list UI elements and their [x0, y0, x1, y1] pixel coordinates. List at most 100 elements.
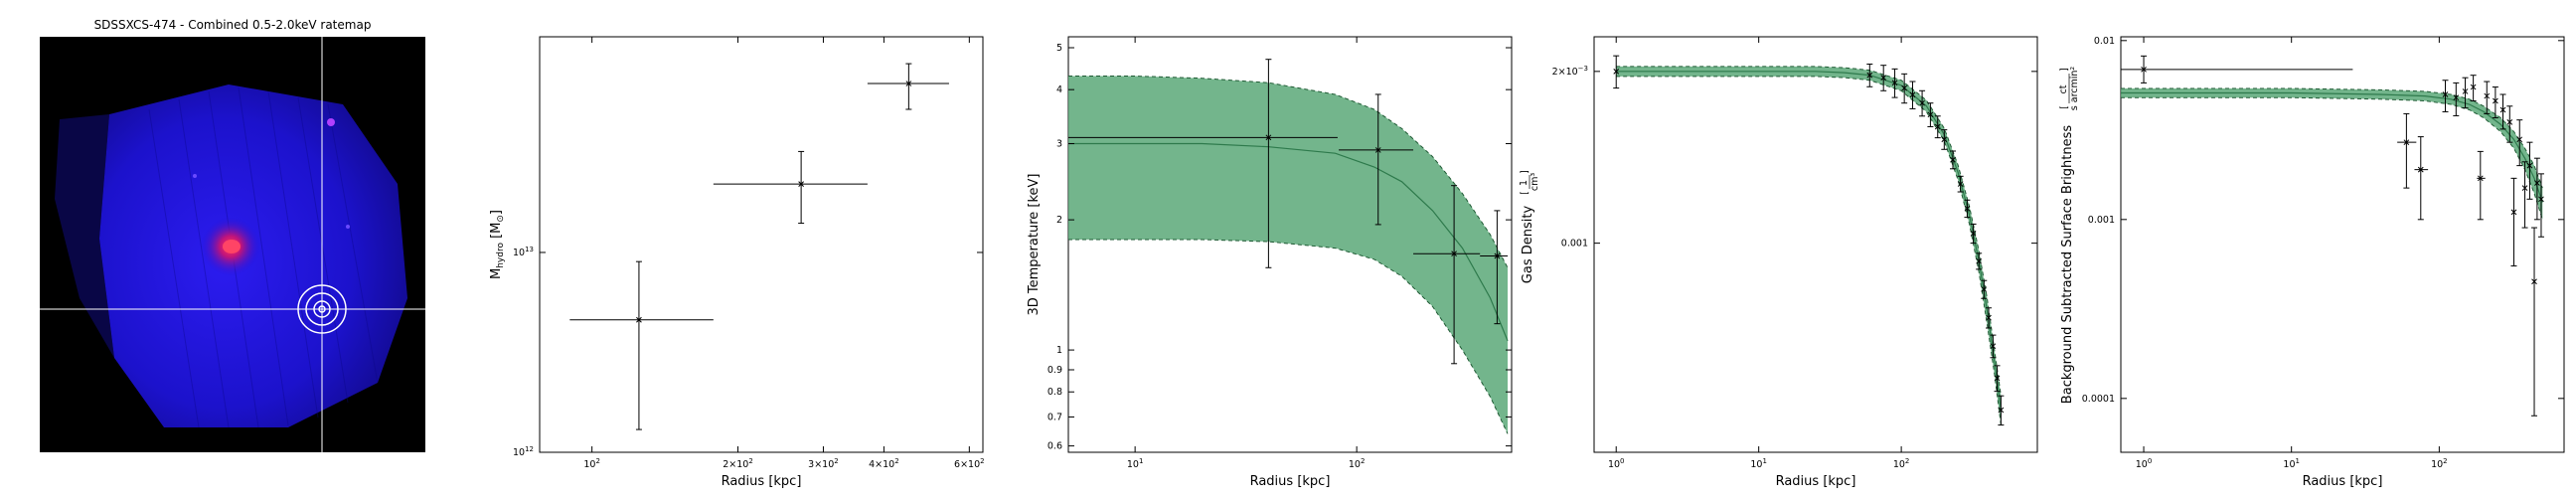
x-tick-label: 100: [2136, 457, 2153, 470]
model-band-lower-edge: [1068, 239, 1509, 434]
cluster-core: [223, 240, 241, 253]
axis-ticks: 100 101 102 0.001 2×10−3: [1552, 37, 2037, 470]
data-point: [1970, 223, 1977, 245]
model-band: [1616, 66, 2002, 425]
x-axis-label: Radius [kpc]: [722, 474, 802, 489]
data-point: [1950, 150, 1957, 170]
point-source: [193, 174, 197, 178]
data-points: [1068, 59, 1509, 365]
x-tick-label: 3×102: [808, 457, 839, 470]
point-marker: [2499, 106, 2506, 113]
axis-ticks: 102 2×102 3×102 4×102 6×102 1012 1013: [513, 37, 985, 470]
point-marker: [2141, 66, 2147, 73]
point-marker: [2477, 175, 2484, 182]
gas-density-chart: 100 101 102 0.001 2×10−3 Radius [kpc] Gas De…: [1519, 36, 2038, 489]
point-marker: [1909, 91, 1916, 98]
point-marker: [636, 316, 642, 323]
x-tick-label: 2×102: [723, 457, 753, 470]
x-axis-label: Radius [kpc]: [2303, 474, 2383, 489]
data-point: [2499, 93, 2506, 130]
y-unit-denominator: s arcmin²: [2069, 67, 2080, 111]
data-point: [1909, 81, 1916, 109]
axis-ticks: 101 102 0.6 0.7 0.8 0.9 1 2 3 4 5: [1047, 37, 1512, 470]
x-axis-label: Radius [kpc]: [1250, 474, 1331, 489]
point-marker: [1613, 68, 1620, 75]
model-band-upper-edge: [1616, 66, 2002, 397]
point-marker: [1994, 375, 2001, 382]
data-point: [2453, 82, 2460, 116]
point-source: [327, 118, 335, 126]
model-curve: [1068, 142, 1509, 342]
point-marker: [2510, 209, 2517, 216]
point-marker: [1891, 80, 1898, 86]
point-marker: [1934, 123, 1941, 130]
point-marker: [1927, 111, 1934, 118]
model-band-upper-edge: [2121, 87, 2543, 189]
data-point: [1927, 102, 1934, 127]
y-axis-label: 3D Temperature [keV]: [1027, 174, 1042, 316]
data-point: [2537, 173, 2544, 238]
point-marker: [1950, 156, 1956, 163]
y-unit-bracket: ]: [1520, 170, 1530, 174]
data-point: [1613, 55, 1620, 89]
y-tick-label: 1013: [513, 246, 534, 258]
model-band-lower-edge: [1616, 76, 2002, 425]
data-point: [1891, 68, 1898, 98]
y-tick-label: 0.7: [1047, 412, 1062, 422]
point-marker: [1265, 134, 1272, 141]
y-axis-label: Background Subtracted Surface Brightness: [2060, 125, 2075, 405]
data-point: [1998, 395, 2005, 426]
data-point: [2414, 136, 2429, 221]
temperature-chart: 101 102 0.6 0.7 0.8 0.9 1 2 3 4 5 Radius [kpc] 3D …: [1027, 36, 1513, 489]
data-point: [713, 150, 868, 225]
point-marker: [2534, 180, 2540, 186]
x-tick-label: 101: [2283, 457, 2300, 470]
data-point: [1068, 59, 1338, 268]
model-uncertainty-band: [1616, 66, 2002, 425]
point-marker: [1866, 72, 1873, 79]
data-point: [1901, 73, 1908, 104]
data-point: [2521, 161, 2528, 229]
y-tick-label: 0.001: [1561, 239, 1588, 250]
point-marker: [2516, 136, 2523, 143]
point-marker: [2453, 94, 2460, 101]
point-marker: [1957, 181, 1964, 187]
plot-frame: [1593, 36, 2038, 453]
point-marker: [1986, 314, 1992, 321]
data-points: [1613, 55, 2005, 426]
data-point: [2526, 141, 2533, 200]
y-unit-bracket: [: [2059, 105, 2070, 109]
point-marker: [1919, 99, 1925, 106]
data-point: [1880, 65, 1887, 91]
data-point: [1941, 129, 1948, 150]
y-tick-label: 0.01: [2094, 36, 2115, 47]
point-marker: [1976, 257, 1983, 264]
point-marker: [2493, 97, 2498, 104]
data-point: [2442, 80, 2449, 112]
point-marker: [2403, 139, 2410, 146]
ratemap-noise-edge: [55, 114, 114, 358]
y-unit-bracket: [: [1520, 191, 1530, 195]
x-tick-label: 6×102: [954, 457, 985, 470]
data-point: [1964, 199, 1971, 219]
data-point: [2506, 105, 2513, 143]
axis-ticks: 100 101 102 0.0001 0.001 0.01: [2082, 36, 2564, 470]
point-marker: [905, 81, 912, 86]
plot-frame: [539, 36, 984, 453]
data-point: [1934, 115, 1941, 139]
data-point: [1919, 89, 1926, 117]
point-marker: [2506, 119, 2513, 125]
ratemap-panel: SDSSXCS-474 - Combined 0.5-2.0keV ratema…: [40, 18, 425, 452]
data-point: [1994, 365, 2001, 393]
y-tick-label: 0.6: [1047, 441, 1062, 452]
data-point: [2470, 75, 2477, 102]
data-point: [2462, 77, 2469, 109]
y-axis-label: Gas Density: [1521, 206, 1535, 284]
y-tick-label: 0.8: [1047, 387, 1062, 398]
plot-frame: [2120, 36, 2565, 453]
y-tick-label: 3: [1056, 139, 1062, 150]
y-tick-label: 1012: [513, 445, 534, 458]
point-source: [346, 225, 350, 229]
model-band-upper-edge: [1068, 76, 1509, 268]
